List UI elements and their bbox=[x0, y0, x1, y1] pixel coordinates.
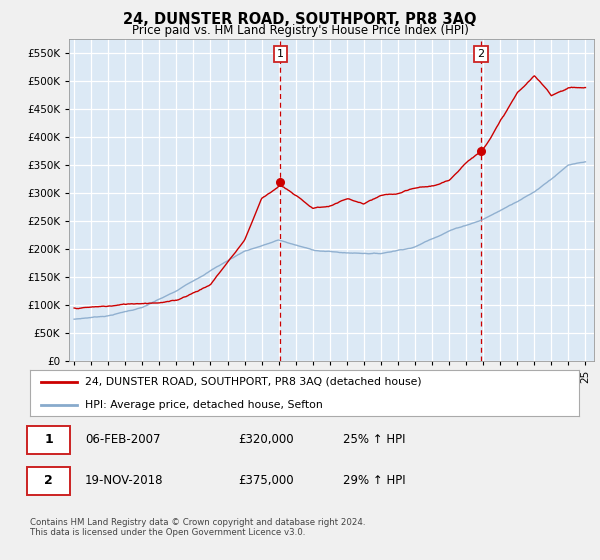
Text: 2: 2 bbox=[478, 49, 485, 59]
Text: Contains HM Land Registry data © Crown copyright and database right 2024.
This d: Contains HM Land Registry data © Crown c… bbox=[30, 518, 365, 538]
Text: 29% ↑ HPI: 29% ↑ HPI bbox=[343, 474, 406, 487]
Text: 06-FEB-2007: 06-FEB-2007 bbox=[85, 433, 160, 446]
Text: 1: 1 bbox=[277, 49, 284, 59]
Text: 24, DUNSTER ROAD, SOUTHPORT, PR8 3AQ: 24, DUNSTER ROAD, SOUTHPORT, PR8 3AQ bbox=[123, 12, 477, 27]
Text: 19-NOV-2018: 19-NOV-2018 bbox=[85, 474, 163, 487]
Text: 1: 1 bbox=[44, 433, 53, 446]
Text: 25% ↑ HPI: 25% ↑ HPI bbox=[343, 433, 406, 446]
FancyBboxPatch shape bbox=[27, 426, 70, 454]
Text: £375,000: £375,000 bbox=[239, 474, 294, 487]
FancyBboxPatch shape bbox=[27, 467, 70, 494]
Text: Price paid vs. HM Land Registry's House Price Index (HPI): Price paid vs. HM Land Registry's House … bbox=[131, 24, 469, 37]
Text: £320,000: £320,000 bbox=[239, 433, 294, 446]
Text: 24, DUNSTER ROAD, SOUTHPORT, PR8 3AQ (detached house): 24, DUNSTER ROAD, SOUTHPORT, PR8 3AQ (de… bbox=[85, 377, 422, 387]
Text: 2: 2 bbox=[44, 474, 53, 487]
Text: HPI: Average price, detached house, Sefton: HPI: Average price, detached house, Seft… bbox=[85, 400, 323, 410]
